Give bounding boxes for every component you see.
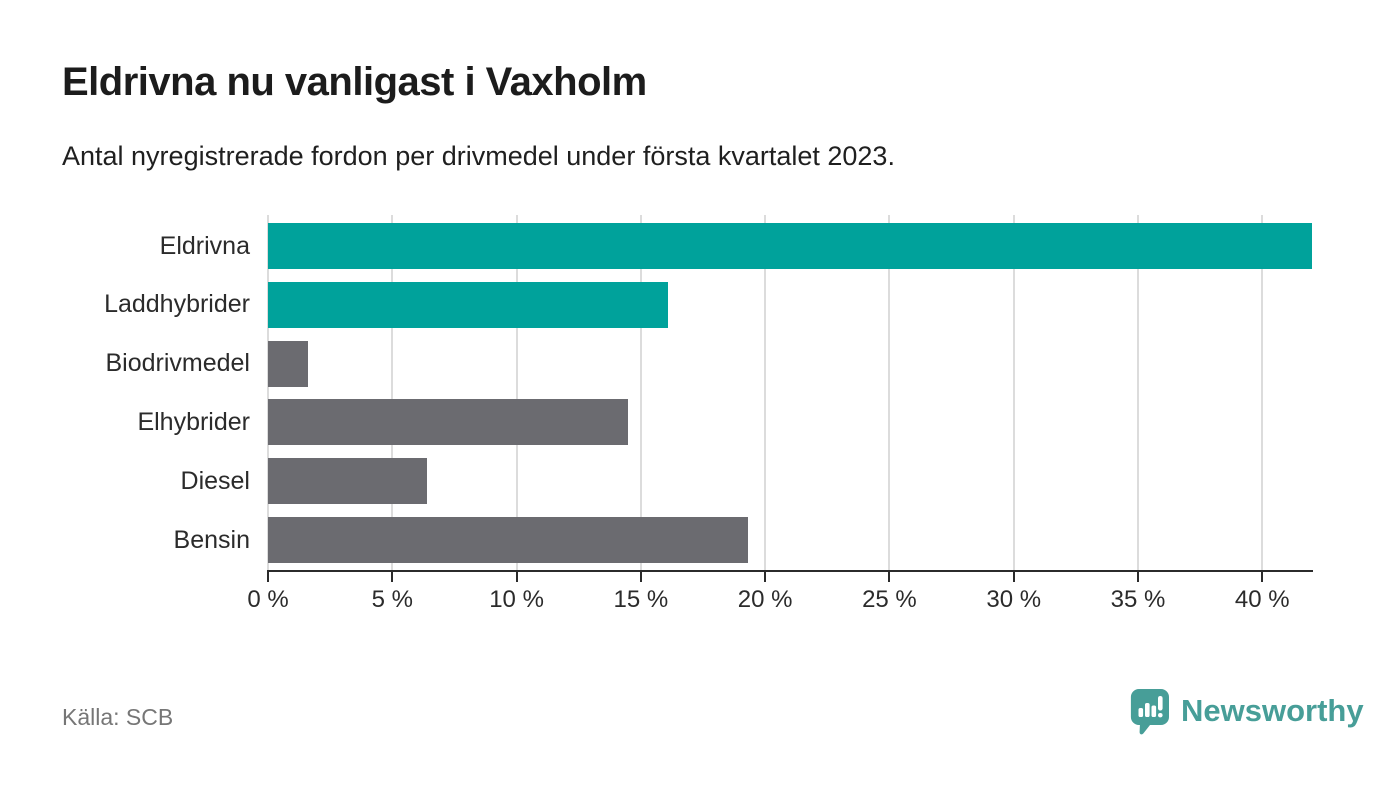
bar xyxy=(268,223,1312,269)
x-tick-label: 10 % xyxy=(489,586,544,613)
x-tick xyxy=(1012,572,1015,582)
x-tick-label: 15 % xyxy=(613,586,669,613)
x-gridline xyxy=(1012,215,1015,570)
x-gridline xyxy=(391,215,394,570)
category-label: Eldrivna xyxy=(159,231,250,260)
x-tick xyxy=(639,572,642,582)
x-tick-label: 40 % xyxy=(1234,586,1290,613)
bar xyxy=(268,458,428,505)
page-subtitle: Antal nyregistrerade fordon per drivmede… xyxy=(62,141,895,171)
newsworthy-bubble-chart-icon xyxy=(1130,688,1170,741)
x-gridline xyxy=(267,215,269,570)
newsworthy-logo: Newsworthy xyxy=(1130,688,1364,741)
x-gridline xyxy=(764,215,767,570)
x-tick-label: 35 % xyxy=(1110,586,1166,613)
x-tick xyxy=(764,572,767,582)
newsworthy-logo-text: Newsworthy xyxy=(1181,693,1364,728)
x-tick xyxy=(888,572,891,582)
x-gridline xyxy=(888,215,891,570)
bar xyxy=(268,399,629,446)
category-label: Elhybrider xyxy=(137,407,250,436)
x-tick-label: 25 % xyxy=(862,586,917,613)
page-title: Eldrivna nu vanligast i Vaxholm xyxy=(62,60,647,104)
x-tick xyxy=(1137,572,1139,582)
x-gridline xyxy=(515,215,518,570)
x-gridline xyxy=(1261,215,1264,570)
x-tick-label: 30 % xyxy=(986,586,1042,613)
x-tick xyxy=(1261,572,1264,582)
x-tick-label: 5 % xyxy=(371,586,413,613)
x-tick xyxy=(515,572,518,582)
source-text: Källa: SCB xyxy=(62,704,174,730)
bar xyxy=(268,281,669,328)
category-label: Laddhybrider xyxy=(104,290,250,319)
x-axis-line xyxy=(267,570,1313,572)
bar xyxy=(268,517,748,563)
x-tick xyxy=(391,572,394,582)
x-tick-label: 0 % xyxy=(247,586,289,613)
category-label: Biodrivmedel xyxy=(105,349,250,378)
category-label: Bensin xyxy=(173,525,250,554)
x-tick xyxy=(267,572,269,582)
x-gridline xyxy=(1137,215,1139,570)
bar xyxy=(268,340,308,387)
x-tick-label: 20 % xyxy=(737,586,793,613)
category-label: Diesel xyxy=(180,466,250,495)
x-gridline xyxy=(639,215,642,570)
